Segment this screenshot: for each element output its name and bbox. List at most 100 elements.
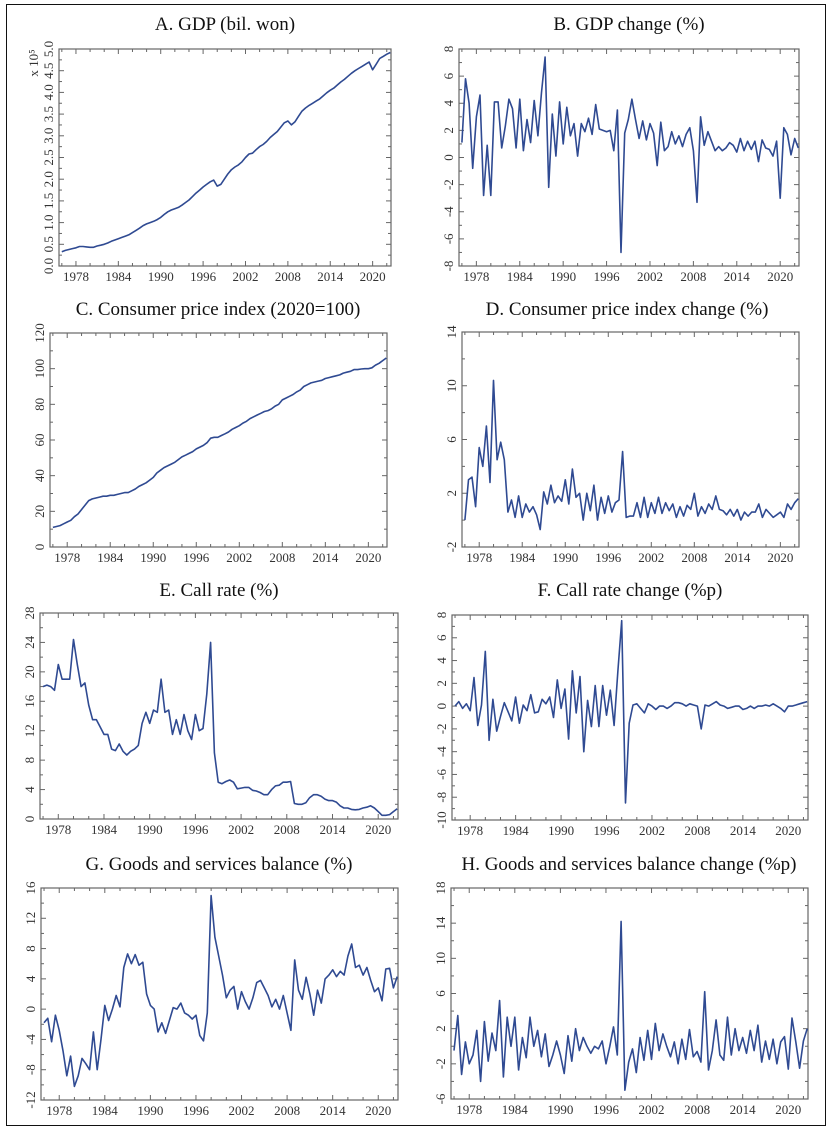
y-tick-label: 16 xyxy=(23,881,38,895)
series-line-b xyxy=(461,56,800,254)
y-tick-label: 5.0 xyxy=(41,41,56,57)
panel-e: 1978 1984 1990 1996 2002 2008 2014 2020 0 4 8 12 16 2… xyxy=(22,607,399,837)
y-tick-label: 4 xyxy=(441,100,456,107)
x-tick-label: 1990 xyxy=(148,269,174,284)
y-tick-label: -2 xyxy=(434,723,449,734)
x-tick-label: 1990 xyxy=(552,550,578,565)
x-tick-label: 2002 xyxy=(639,1102,665,1117)
x-tick-label: 1978 xyxy=(457,823,483,838)
y-tick-label: -6 xyxy=(434,769,449,780)
y-tick-label: 0.5 xyxy=(41,236,56,252)
y-tick-label: 8 xyxy=(441,46,456,53)
x-tick-label: 1978 xyxy=(45,822,71,837)
x-tick-label: 1996 xyxy=(182,822,209,837)
panel-b: 1978 1984 1990 1996 2002 2008 2014 2020 -8 -6 -4 -2… xyxy=(441,46,800,284)
y-tick-label: 120 xyxy=(32,323,47,343)
plot-area-e xyxy=(39,612,399,820)
x-tick-label: 2002 xyxy=(229,1103,255,1118)
y-tick-label: 0 xyxy=(434,703,449,710)
y-tick-label: 10 xyxy=(444,379,459,392)
x-tick-label: 1978 xyxy=(456,1102,482,1117)
x-tick-label: 2020 xyxy=(775,1102,801,1117)
y-tick-label: 4 xyxy=(23,975,38,982)
panel-h: 1978 1984 1990 1996 2002 2008 2014 2020 -6 -2 2 6 10… xyxy=(433,882,809,1117)
x-tick-label: 2020 xyxy=(767,550,793,565)
y-tick-label: -2 xyxy=(444,542,459,553)
y-tick-label: 6 xyxy=(444,436,459,443)
x-tick-label: 1996 xyxy=(595,550,622,565)
x-tick-label: 2014 xyxy=(317,269,344,284)
y-tick-label: 0 xyxy=(32,544,47,551)
x-tick-label: 2002 xyxy=(637,269,663,284)
y-tick-label: 100 xyxy=(32,359,47,379)
x-tick-label: 2002 xyxy=(226,550,252,565)
y-tick-label: 2 xyxy=(444,490,459,497)
y-tick-label: 8 xyxy=(23,945,38,952)
y-tick-label: 2 xyxy=(434,680,449,687)
plot-area-c xyxy=(49,332,388,548)
x-tick-label: 2008 xyxy=(680,269,706,284)
x-tick-label: 1990 xyxy=(547,1102,573,1117)
y-tick-label: 20 xyxy=(32,505,47,518)
x-tick-label: 1984 xyxy=(509,550,536,565)
y-tick-label: 0 xyxy=(22,816,37,823)
y-tick-label: -8 xyxy=(23,1064,38,1075)
y-tick-label: 1.0 xyxy=(41,214,56,230)
y-tick-label: 14 xyxy=(444,325,459,339)
y-tick-label: 6 xyxy=(433,990,448,997)
figure-frame xyxy=(6,4,826,1126)
x-tick-label: 1990 xyxy=(137,1103,163,1118)
title-panel-g: G. Goods and services balance (%) xyxy=(85,854,353,875)
y-tick-label: 8 xyxy=(434,612,449,619)
y-tick-label: 1.5 xyxy=(41,193,56,209)
x-tick-label: 2002 xyxy=(639,823,665,838)
x-tick-label: 2002 xyxy=(638,550,664,565)
y-tick-label: 12 xyxy=(22,724,37,737)
x-tick-label: 1990 xyxy=(137,822,163,837)
x-tick-label: 1978 xyxy=(46,1103,72,1118)
y-tick-label: 8 xyxy=(22,757,37,764)
title-panel-e: E. Call rate (%) xyxy=(159,580,279,601)
x-tick-label: 2002 xyxy=(232,269,258,284)
panel-f: 1978 1984 1990 1996 2002 2008 2014 2020 -10 -8 -6 -… xyxy=(434,612,809,838)
y-tick-label: 24 xyxy=(22,635,37,649)
panel-g: 1978 1984 1990 1996 2002 2008 2014 2020 -12 -8 -4 0… xyxy=(23,881,399,1118)
x-tick-label: 1984 xyxy=(507,269,534,284)
x-tick-label: 1984 xyxy=(503,823,530,838)
x-tick-label: 2020 xyxy=(360,269,386,284)
x-tick-label: 1984 xyxy=(92,1103,119,1118)
x-tick-label: 1978 xyxy=(63,269,89,284)
x-tick-label: 1978 xyxy=(463,269,489,284)
series-line-a xyxy=(61,51,391,253)
x-tick-label: 2008 xyxy=(274,1103,300,1118)
y-tick-label: 20 xyxy=(22,665,37,678)
y-tick-label: 3.5 xyxy=(41,106,56,122)
x-tick-label: 2020 xyxy=(365,822,391,837)
panel-c: 1978 1984 1990 1996 2002 2008 2014 2020 0 20 40 60 8… xyxy=(32,323,388,565)
title-panel-c: C. Consumer price index (2020=100) xyxy=(75,299,361,320)
y-tick-label: -4 xyxy=(441,206,456,217)
x-tick-label: 2014 xyxy=(319,822,346,837)
x-tick-label: 1996 xyxy=(594,269,621,284)
x-tick-label: 1996 xyxy=(594,823,621,838)
y-tick-label: -10 xyxy=(434,811,449,828)
x-tick-label: 1990 xyxy=(548,823,574,838)
y-tick-label: -4 xyxy=(434,746,449,757)
x-tick-label: 2014 xyxy=(320,1103,347,1118)
plot-area-g xyxy=(40,887,399,1101)
y-tick-label: 3.0 xyxy=(41,128,56,144)
x-tick-label: 2002 xyxy=(228,822,254,837)
y-tick-label: -2 xyxy=(433,1058,448,1069)
y-tick-label: 14 xyxy=(433,916,448,930)
x-tick-label: 1978 xyxy=(466,550,492,565)
y-tick-label: 60 xyxy=(32,434,47,447)
x-tick-label: 2014 xyxy=(730,823,757,838)
y-tick-label: 0 xyxy=(441,154,456,161)
y-tick-label: -6 xyxy=(441,233,456,244)
x-tick-label: 2020 xyxy=(365,1103,391,1118)
plot-area-b xyxy=(458,48,800,267)
x-tick-label: 1996 xyxy=(190,269,217,284)
series-line-h xyxy=(453,920,808,1091)
series-line-f xyxy=(454,619,808,804)
